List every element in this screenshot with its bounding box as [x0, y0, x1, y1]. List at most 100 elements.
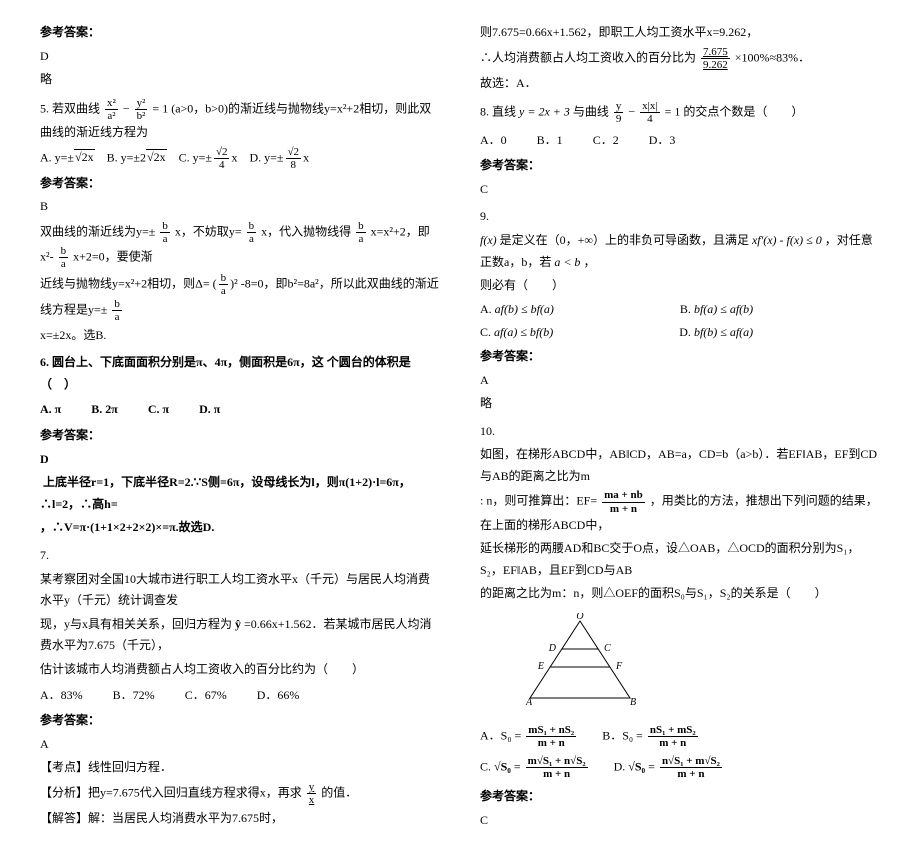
q9-C-expr: af(a) ≤ bf(b)	[494, 325, 553, 339]
q5-sol-l1c: x，代入抛物线得	[261, 224, 351, 238]
q7-optB: B．72%	[113, 685, 155, 707]
triangle-outline	[530, 621, 630, 698]
q5-sol-ba6: ba	[112, 298, 122, 323]
q9-B: B.	[680, 302, 691, 316]
q5-sol-ba5: ba	[219, 272, 229, 297]
q6-sol-l2: ，∴V=π·(1+1×2+2×2)×=π.故选D.	[40, 517, 440, 539]
q10-ef-frac: ma + nbm + n	[602, 489, 645, 514]
q5-optC-den: 4	[214, 159, 230, 171]
q5-optC-frac: √24	[214, 146, 230, 171]
q7-optD: D．66%	[257, 685, 300, 707]
q10-C-label: C.	[480, 759, 491, 773]
q7-optC: C．67%	[185, 685, 227, 707]
q5-sol-line2: 近线与抛物线y=x²+2相切，则Δ= (ba)² -8=0，即b²=8a²，所以…	[40, 272, 440, 322]
q5-answer: B	[40, 196, 440, 218]
q5-optC-num: √2	[214, 146, 230, 159]
q6-optB: B. 2π	[91, 399, 118, 421]
q5-sol-l1b: x，不妨取y=	[175, 224, 242, 238]
q7-fenxi-a: 把y=7.675代入回归直线方程求得x，再求	[88, 785, 302, 799]
q9-l1: f(x) 是定义在（0，+∞）上的非负可导函数，且满足 xf'(x) - f(x…	[480, 230, 880, 273]
q5-sol-ba3: ba	[356, 220, 366, 245]
q7-answer: A	[40, 734, 440, 756]
q9-answer: A	[480, 370, 880, 392]
q10-l2: : n，则可推算出：EF= ma + nbm + n ，用类比的方法，推想出下列…	[480, 489, 880, 536]
q5-optA-label: A. y=±	[40, 150, 74, 164]
q8-c: 的交点个数是（ ）	[683, 105, 803, 119]
q5-optB-label: B. y=±2	[107, 150, 146, 164]
q7-l3: 估计该城市人均消费额占人均工资收入的百分比约为（ ）	[40, 659, 440, 681]
q8-curve-frac2: x|x|4	[640, 100, 659, 125]
fig-label-B: B	[630, 697, 636, 708]
q10: 10. 如图，在梯形ABCD中，AB‖CD，AB=a，CD=b（a>b）．若EF…	[480, 421, 880, 832]
q5-sol-ba4: ba	[59, 245, 69, 270]
r-frac: 7.6759.262	[701, 46, 730, 71]
q7-jieda-text: 解：当居民人均消费水平为7.675时，	[88, 811, 283, 825]
fig-label-A: A	[525, 697, 533, 708]
q5-sol-line3: x=±2x。选B.	[40, 325, 440, 347]
q9-optsAB: A. af(b) ≤ bf(a) B. bf(a) ≤ af(b)	[480, 299, 880, 321]
q10-answer: C	[480, 810, 880, 832]
q9-l1b: 是定义在（0，+∞）上的非负可导函数，且满足	[500, 233, 749, 247]
q8-line: y = 2x + 3	[519, 105, 570, 119]
q9: 9. f(x) 是定义在（0，+∞）上的非负可导函数，且满足 xf'(x) - …	[480, 206, 880, 414]
q7-kaodian: 【考点】线性回归方程．	[40, 757, 440, 779]
fig-label-D: D	[548, 643, 557, 654]
q9-l1c: xf'(x) - f(x) ≤ 0	[752, 233, 822, 247]
q5: 5. 若双曲线 x² a² − y² b² = 1 (a>0，b>0)的渐近线与…	[40, 97, 440, 347]
left-column: 参考答案： D 略 5. 若双曲线 x² a² − y² b² = 1 (a>0…	[40, 20, 440, 837]
q7-optA: A．83%	[40, 685, 83, 707]
q6-optA: A. π	[40, 399, 61, 421]
q5-frac2-num: y²	[135, 97, 148, 110]
q7-kaodian-text: 线性回归方程．	[88, 760, 172, 774]
q6-optC: C. π	[148, 399, 169, 421]
q8-b: 与曲线	[573, 105, 609, 119]
q5-optC-tail: x	[231, 150, 237, 164]
q5-optD-den: 8	[286, 159, 302, 171]
q10-D-label: D.	[614, 759, 626, 773]
q5-frac2: y² b²	[135, 97, 148, 122]
q10-optA: A．S₀ = mS₁ + nS₂m + n	[480, 724, 578, 749]
q5-sol-line1: 双曲线的渐近线为y=± ba x，不妨取y= ba x，代入抛物线得 ba x=…	[40, 220, 440, 270]
kaodian-label: 【考点】	[40, 760, 88, 774]
q5-answer-header: 参考答案：	[40, 173, 440, 195]
q9-optsCD: C. af(a) ≤ bf(b) D. bf(b) ≤ af(a)	[480, 322, 880, 344]
q8-curve-eq: = 1	[665, 105, 681, 119]
triangle-svg: O D C E F A B	[520, 613, 640, 708]
q6-optD: D. π	[199, 399, 220, 421]
fig-label-F: F	[615, 661, 623, 672]
q9-A: A.	[480, 302, 492, 316]
q5-sol-l1e: x+2=0，要使渐	[73, 249, 153, 263]
r-xuan: 故选：A．	[480, 73, 880, 95]
q8-optC: C．2	[593, 130, 619, 152]
q9-D: D.	[679, 325, 691, 339]
q5-prefix: 5. 若双曲线	[40, 101, 100, 115]
q7-l2a: 现，y与x具有相关关系，回归方程为	[40, 617, 232, 631]
q10-B-label: B．S₀ =	[602, 728, 643, 742]
q5-optD-tail: x	[303, 150, 309, 164]
q8-answer: C	[480, 179, 880, 201]
r-xuan-val: A．	[516, 76, 537, 90]
q7: 7. 某考察团对全国10大城市进行职工人均工资水平x（千元）与居民人均消费水平y…	[40, 545, 440, 830]
q10-A-frac: mS₁ + nS₂m + n	[526, 724, 576, 749]
q10-A-label: A．S₀ =	[480, 728, 521, 742]
q9-l1a: f(x)	[480, 233, 497, 247]
q5-stem: 5. 若双曲线 x² a² − y² b² = 1 (a>0，b>0)的渐近线与…	[40, 97, 440, 144]
q7-num: 7.	[40, 545, 440, 567]
q8-options: A．0 B．1 C．2 D．3	[480, 130, 880, 152]
q10-C-frac: m√S₁ + n√S₂m + n	[526, 755, 588, 780]
q6-options: A. π B. 2π C. π D. π	[40, 399, 440, 421]
q10-B-frac: nS₁ + mS₂m + n	[648, 724, 698, 749]
q9-A-expr: af(b) ≤ bf(a)	[495, 302, 554, 316]
q7-fenxi-frac: yx	[307, 781, 317, 806]
q9-l1e: a < b	[554, 255, 580, 269]
q10-optB: B．S₀ = nS₁ + mS₂m + n	[602, 724, 700, 749]
triangle-figure: O D C E F A B	[520, 613, 880, 716]
q7-fenxi-b: 的值．	[321, 785, 357, 799]
q7-continued: 则7.675=0.66x+1.562，即职工人均工资水平x=9.262， ∴人均…	[480, 22, 880, 94]
q5-frac2-den: b²	[135, 110, 148, 122]
q9-num: 9.	[480, 206, 880, 228]
q9-D-expr: bf(b) ≤ af(a)	[694, 325, 753, 339]
fenxi-label: 【分析】	[40, 785, 88, 799]
q5-optD-frac: √28	[286, 146, 302, 171]
q10-D-frac: n√S₁ + m√S₂m + n	[660, 755, 722, 780]
